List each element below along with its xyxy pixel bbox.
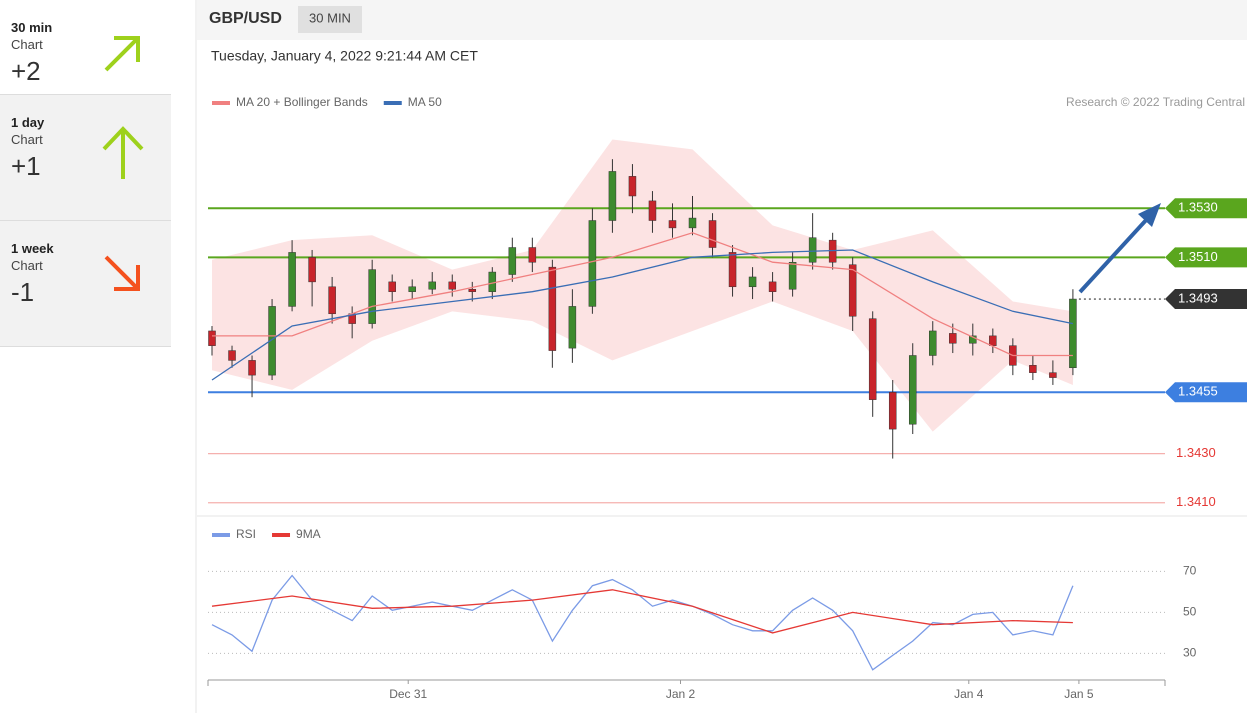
- series-line: [211, 249, 1074, 381]
- candle-body: [908, 355, 917, 425]
- candle-body: [388, 281, 396, 292]
- candle-body: [808, 237, 817, 263]
- arrow-down-right: [104, 255, 140, 291]
- level-label: 1.3430: [1176, 445, 1216, 460]
- legend-label: MA 20 + Bollinger Bands: [236, 95, 368, 109]
- candle-body: [848, 264, 857, 317]
- level-label: 1.3410: [1176, 494, 1216, 509]
- candle-body: [748, 276, 757, 288]
- rating-card[interactable]: 1 day Chart +1: [0, 95, 171, 221]
- level-label: 1.3455: [1178, 384, 1218, 399]
- candle-body: [989, 335, 997, 346]
- candle-body: [788, 261, 797, 290]
- candle-body: [488, 271, 497, 292]
- x-tick-label: Dec 31: [389, 687, 427, 701]
- candle-body: [288, 252, 296, 307]
- candle-body: [949, 333, 957, 344]
- candle-body: [568, 306, 577, 349]
- candle-body: [688, 217, 697, 229]
- candle-body: [929, 330, 937, 356]
- level-label: 1.3510: [1178, 249, 1218, 264]
- candle-body: [368, 269, 376, 324]
- arrow-up-right: [104, 36, 140, 72]
- candle-body: [208, 330, 216, 346]
- period: 1 day: [11, 115, 45, 130]
- candle-body: [268, 306, 276, 376]
- level-tag: [1165, 382, 1247, 403]
- series-line: [211, 574, 1074, 671]
- score: -1: [11, 277, 35, 307]
- score: +1: [11, 151, 41, 181]
- candle-body: [1069, 298, 1077, 369]
- candle-body: [248, 360, 256, 376]
- candle-body: [428, 281, 436, 290]
- candle-body: [708, 220, 717, 248]
- legend-swatch: [212, 101, 230, 105]
- y-tick-label: 70: [1183, 564, 1197, 578]
- legend-label: RSI: [236, 527, 256, 541]
- timestamp: Tuesday, January 4, 2022 9:21:44 AM CET: [211, 48, 478, 64]
- candle-body: [408, 286, 416, 292]
- candle-body: [328, 286, 336, 315]
- candle-body: [468, 288, 477, 292]
- legend-swatch: [383, 101, 402, 105]
- level-tag: [1165, 198, 1247, 219]
- source: Research © 2022 Trading Central: [1066, 95, 1245, 109]
- candle-body: [308, 257, 316, 283]
- candle-body: [528, 247, 537, 263]
- rating-card[interactable]: 30 min Chart +2: [0, 0, 171, 95]
- candle-body: [588, 220, 597, 307]
- interval-badge[interactable]: [298, 6, 362, 33]
- series-line: [211, 589, 1073, 634]
- rating-card[interactable]: 1 week Chart -1: [0, 221, 171, 347]
- interval: 30 MIN: [309, 10, 351, 25]
- y-tick-label: 30: [1183, 646, 1197, 660]
- header-bar: [197, 0, 1247, 40]
- candle-body: [728, 252, 737, 288]
- level-label: 1.3493: [1178, 290, 1218, 305]
- candle-body: [768, 281, 777, 292]
- candle-body: [668, 220, 677, 229]
- candle-body: [608, 171, 617, 221]
- x-tick-label: Jan 2: [666, 687, 696, 701]
- series-line: [212, 232, 1073, 357]
- level-tag: [1165, 247, 1247, 268]
- legend-label: 9MA: [296, 527, 321, 541]
- x-tick-label: Jan 4: [954, 687, 984, 701]
- candle-body: [868, 318, 877, 400]
- candle-body: [1029, 365, 1037, 373]
- candle-body: [969, 335, 977, 344]
- legend-swatch: [212, 533, 230, 537]
- forecast-arrow: [1078, 203, 1161, 294]
- label: Chart: [11, 258, 43, 273]
- candle-body: [448, 281, 457, 290]
- legend-label: MA 50: [408, 95, 442, 109]
- candle-body: [628, 176, 637, 197]
- x-tick-label: Jan 5: [1064, 687, 1094, 701]
- bollinger-band: [212, 139, 1073, 432]
- candle-body: [508, 247, 517, 275]
- legend-swatch: [272, 533, 291, 537]
- candle-body: [888, 392, 897, 430]
- level-tag: [1165, 289, 1247, 310]
- label: Chart: [11, 37, 43, 52]
- level-label: 1.3530: [1178, 200, 1218, 215]
- symbol: GBP/USD: [209, 10, 282, 27]
- period: 30 min: [11, 20, 53, 35]
- period: 1 week: [11, 241, 54, 256]
- candle-body: [1049, 372, 1057, 378]
- candle-body: [648, 200, 657, 221]
- candle-body: [228, 350, 236, 361]
- score: +2: [11, 56, 41, 86]
- candle-body: [548, 266, 557, 351]
- sidebar: 30 min Chart +2 1 day Chart +1 1 week Ch…: [0, 0, 171, 347]
- arrow-up: [102, 126, 144, 179]
- y-tick-label: 50: [1183, 605, 1197, 619]
- label: Chart: [11, 132, 43, 147]
